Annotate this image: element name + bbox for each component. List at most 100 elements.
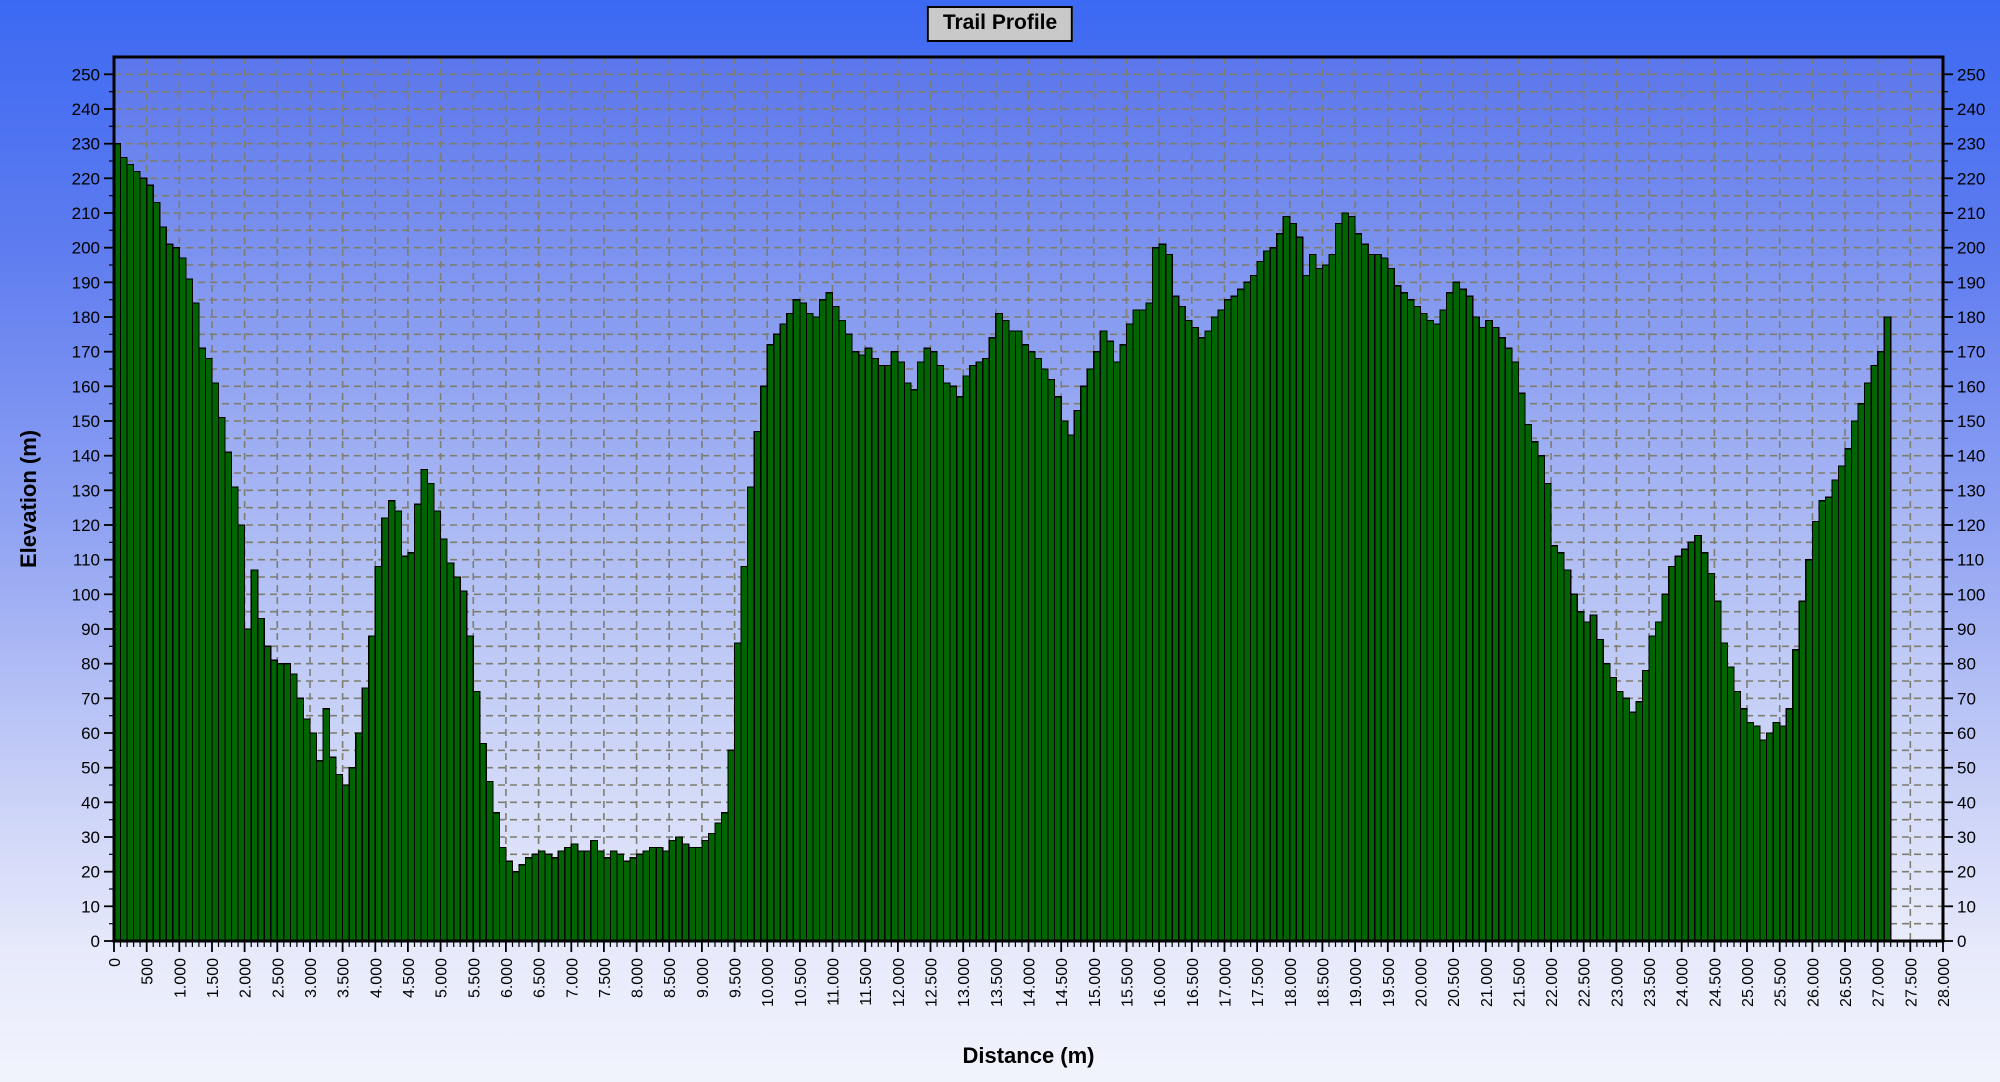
svg-text:19.000: 19.000	[1348, 958, 1365, 1007]
svg-text:250: 250	[1957, 65, 1985, 84]
svg-text:20.500: 20.500	[1446, 958, 1463, 1007]
svg-text:120: 120	[1957, 516, 1985, 535]
svg-text:3.000: 3.000	[303, 958, 320, 998]
svg-text:1.500: 1.500	[205, 958, 222, 998]
svg-text:100: 100	[72, 585, 100, 604]
svg-text:90: 90	[81, 620, 100, 639]
svg-text:6.500: 6.500	[532, 958, 549, 998]
svg-text:220: 220	[72, 169, 100, 188]
svg-text:210: 210	[1957, 204, 1985, 223]
svg-text:210: 210	[72, 204, 100, 223]
svg-text:500: 500	[140, 958, 157, 985]
svg-text:140: 140	[72, 447, 100, 466]
svg-text:2.000: 2.000	[238, 958, 255, 998]
chart-title: Trail Profile	[926, 6, 1074, 42]
svg-text:24.500: 24.500	[1707, 958, 1724, 1007]
svg-text:240: 240	[72, 100, 100, 119]
svg-text:220: 220	[1957, 169, 1985, 188]
svg-text:27.000: 27.000	[1871, 958, 1888, 1007]
svg-text:100: 100	[1957, 585, 1985, 604]
svg-text:12.500: 12.500	[924, 958, 941, 1007]
svg-text:16.500: 16.500	[1185, 958, 1202, 1007]
svg-text:40: 40	[1957, 793, 1976, 812]
svg-text:10.500: 10.500	[793, 958, 810, 1007]
svg-text:2.500: 2.500	[270, 958, 287, 998]
svg-text:18.500: 18.500	[1315, 958, 1332, 1007]
svg-text:50: 50	[1957, 759, 1976, 778]
x-axis-ticks	[113, 941, 1944, 952]
svg-text:17.000: 17.000	[1218, 958, 1235, 1007]
svg-text:9.500: 9.500	[728, 958, 745, 998]
svg-text:4.500: 4.500	[401, 958, 418, 998]
svg-text:15.000: 15.000	[1087, 958, 1104, 1007]
svg-text:120: 120	[72, 516, 100, 535]
svg-text:110: 110	[1957, 551, 1984, 570]
svg-text:50: 50	[81, 759, 100, 778]
svg-text:23.500: 23.500	[1642, 958, 1659, 1007]
svg-text:70: 70	[1957, 689, 1976, 708]
svg-text:160: 160	[1957, 377, 1985, 396]
svg-text:13.500: 13.500	[989, 958, 1006, 1007]
svg-text:6.000: 6.000	[499, 958, 516, 998]
svg-text:16.000: 16.000	[1152, 958, 1169, 1007]
y-axis-tick-labels: 0 0 10 10 20 20 30 30 40 40 50 50 60 60 70 70 80 80 90 90 10…	[72, 65, 1986, 951]
y-axis-ticks	[104, 73, 1953, 942]
svg-text:80: 80	[81, 655, 100, 674]
svg-text:12.000: 12.000	[891, 958, 908, 1007]
x-axis-tick-labels: 0 500 1.000 1.500 2.000 2.500 3.000 3.500 4.000 4…	[107, 958, 1953, 1007]
svg-text:0: 0	[1957, 932, 1966, 951]
svg-text:20: 20	[81, 863, 100, 882]
svg-text:28.000: 28.000	[1936, 958, 1953, 1007]
svg-text:10: 10	[1957, 897, 1976, 916]
svg-text:24.000: 24.000	[1675, 958, 1692, 1007]
svg-text:10: 10	[81, 897, 100, 916]
svg-text:70: 70	[81, 689, 100, 708]
svg-text:160: 160	[72, 377, 100, 396]
svg-text:110: 110	[73, 551, 100, 570]
svg-text:0: 0	[91, 932, 100, 951]
svg-text:240: 240	[1957, 100, 1985, 119]
y-axis-title: Elevation (m)	[16, 429, 41, 569]
svg-text:9.000: 9.000	[695, 958, 712, 998]
svg-text:7.000: 7.000	[564, 958, 581, 998]
svg-text:8.000: 8.000	[630, 958, 647, 998]
svg-text:1.000: 1.000	[172, 958, 189, 998]
svg-text:3.500: 3.500	[336, 958, 353, 998]
svg-text:14.000: 14.000	[1022, 958, 1039, 1007]
svg-text:60: 60	[1957, 724, 1976, 743]
svg-text:150: 150	[72, 412, 100, 431]
svg-text:21.500: 21.500	[1511, 958, 1528, 1007]
svg-text:26.500: 26.500	[1838, 958, 1855, 1007]
svg-text:13.000: 13.000	[956, 958, 973, 1007]
svg-text:11.000: 11.000	[826, 958, 843, 1006]
svg-text:7.500: 7.500	[597, 958, 614, 998]
svg-text:230: 230	[72, 135, 100, 154]
svg-text:27.500: 27.500	[1903, 958, 1920, 1007]
svg-text:18.000: 18.000	[1283, 958, 1300, 1007]
svg-text:140: 140	[1957, 447, 1985, 466]
svg-text:22.500: 22.500	[1577, 958, 1594, 1007]
svg-text:190: 190	[1957, 273, 1985, 292]
svg-text:17.500: 17.500	[1250, 958, 1267, 1007]
svg-text:170: 170	[72, 343, 100, 362]
svg-text:180: 180	[1957, 308, 1985, 327]
svg-text:200: 200	[72, 239, 100, 258]
svg-text:15.500: 15.500	[1120, 958, 1137, 1007]
svg-text:190: 190	[72, 273, 100, 292]
svg-text:90: 90	[1957, 620, 1976, 639]
svg-text:19.500: 19.500	[1381, 958, 1398, 1007]
svg-text:21.000: 21.000	[1479, 958, 1496, 1007]
svg-text:4.000: 4.000	[368, 958, 385, 998]
svg-text:26.000: 26.000	[1805, 958, 1822, 1007]
svg-text:200: 200	[1957, 239, 1985, 258]
svg-text:170: 170	[1957, 343, 1985, 362]
svg-text:250: 250	[72, 65, 100, 84]
svg-text:23.000: 23.000	[1609, 958, 1626, 1007]
svg-text:130: 130	[72, 481, 100, 500]
svg-text:180: 180	[72, 308, 100, 327]
svg-text:22.000: 22.000	[1544, 958, 1561, 1007]
svg-text:8.500: 8.500	[662, 958, 679, 998]
svg-text:40: 40	[81, 793, 100, 812]
